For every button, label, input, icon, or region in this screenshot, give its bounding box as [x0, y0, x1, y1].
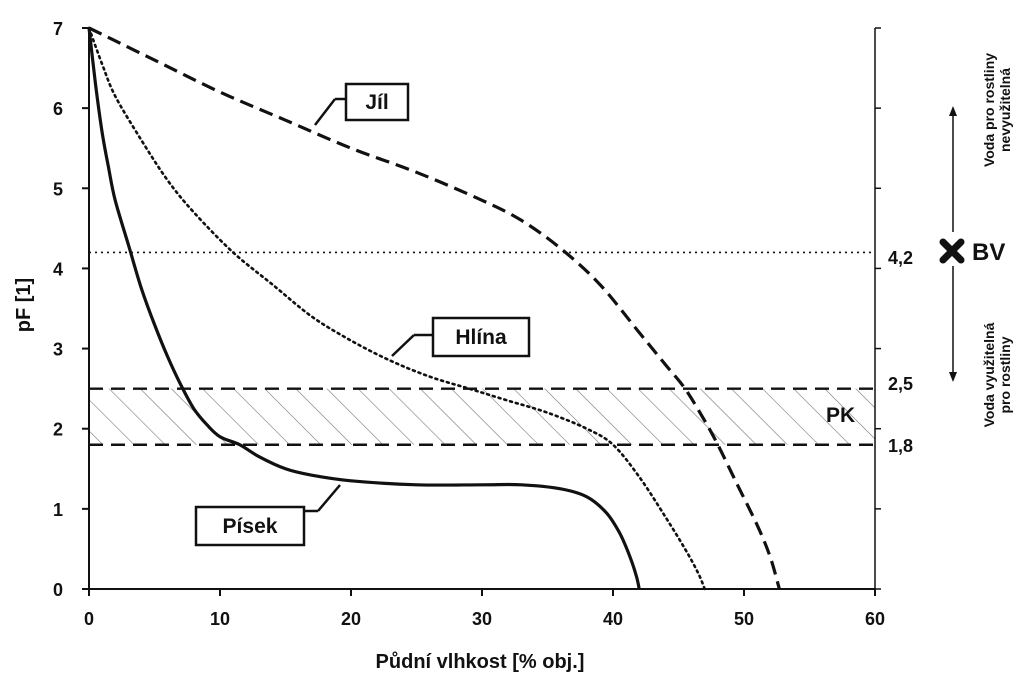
y-tick-label-7: 7	[53, 19, 63, 39]
note-unavailable-line1: Voda pro rostliny	[981, 53, 997, 167]
series-label-jil: Jíl	[365, 91, 388, 114]
y-tick-label-4: 4	[53, 259, 63, 279]
wilting-point-label: BV	[972, 239, 1005, 266]
ref-label-1-8: 1,8	[888, 436, 913, 456]
x-ticks: 0 10 20 30 40 50 60	[84, 589, 885, 629]
x-tick-label-1: 10	[210, 609, 230, 629]
label-jil: Jíl	[314, 82, 410, 126]
x-tick-label-4: 40	[603, 609, 623, 629]
y-tick-label-1: 1	[53, 500, 63, 520]
note-unavailable-water: Voda pro rostliny nevyužitelná	[981, 53, 1013, 167]
y-tick-label-6: 6	[53, 99, 63, 119]
x-tick-label-6: 60	[865, 609, 885, 629]
note-available-line2: pro rostliny	[997, 336, 1013, 413]
y-tick-label-3: 3	[53, 340, 63, 360]
curve-1	[87, 26, 706, 591]
x-tick-label-5: 50	[734, 609, 754, 629]
reference-lines	[89, 251, 875, 446]
x-tick-label-3: 30	[472, 609, 492, 629]
note-available-water: Voda využitelná pro rostliny	[981, 322, 1013, 427]
series-label-pisek: Písek	[223, 515, 278, 538]
ref-label-4-2: 4,2	[888, 248, 913, 268]
x-axis-title: Půdní vlhkost [% obj.]	[376, 651, 585, 673]
note-available-line1: Voda využitelná	[981, 322, 997, 427]
ref-label-2-5: 2,5	[888, 374, 913, 394]
label-pisek: Písek	[194, 484, 341, 547]
x-tick-label-0: 0	[84, 609, 94, 629]
label-hlina: Hlína	[391, 316, 531, 358]
curves	[87, 26, 781, 591]
curve-2	[87, 27, 641, 590]
cross-icon	[939, 238, 965, 264]
curve-0	[88, 26, 781, 590]
band-label-pk: PK	[826, 404, 855, 427]
y-tick-label-0: 0	[53, 580, 63, 600]
field-capacity-band	[89, 388, 875, 445]
y-ticks: 0 1 2 3 4 5 6 7	[53, 19, 881, 600]
x-tick-label-2: 20	[341, 609, 361, 629]
series-label-hlina: Hlína	[455, 326, 507, 349]
note-unavailable-line2: nevyužitelná	[997, 68, 1013, 152]
y-tick-label-2: 2	[53, 420, 63, 440]
y-tick-label-5: 5	[53, 179, 63, 199]
y-axis-title: pF [1]	[13, 278, 35, 332]
wilting-point-marker	[939, 106, 965, 382]
